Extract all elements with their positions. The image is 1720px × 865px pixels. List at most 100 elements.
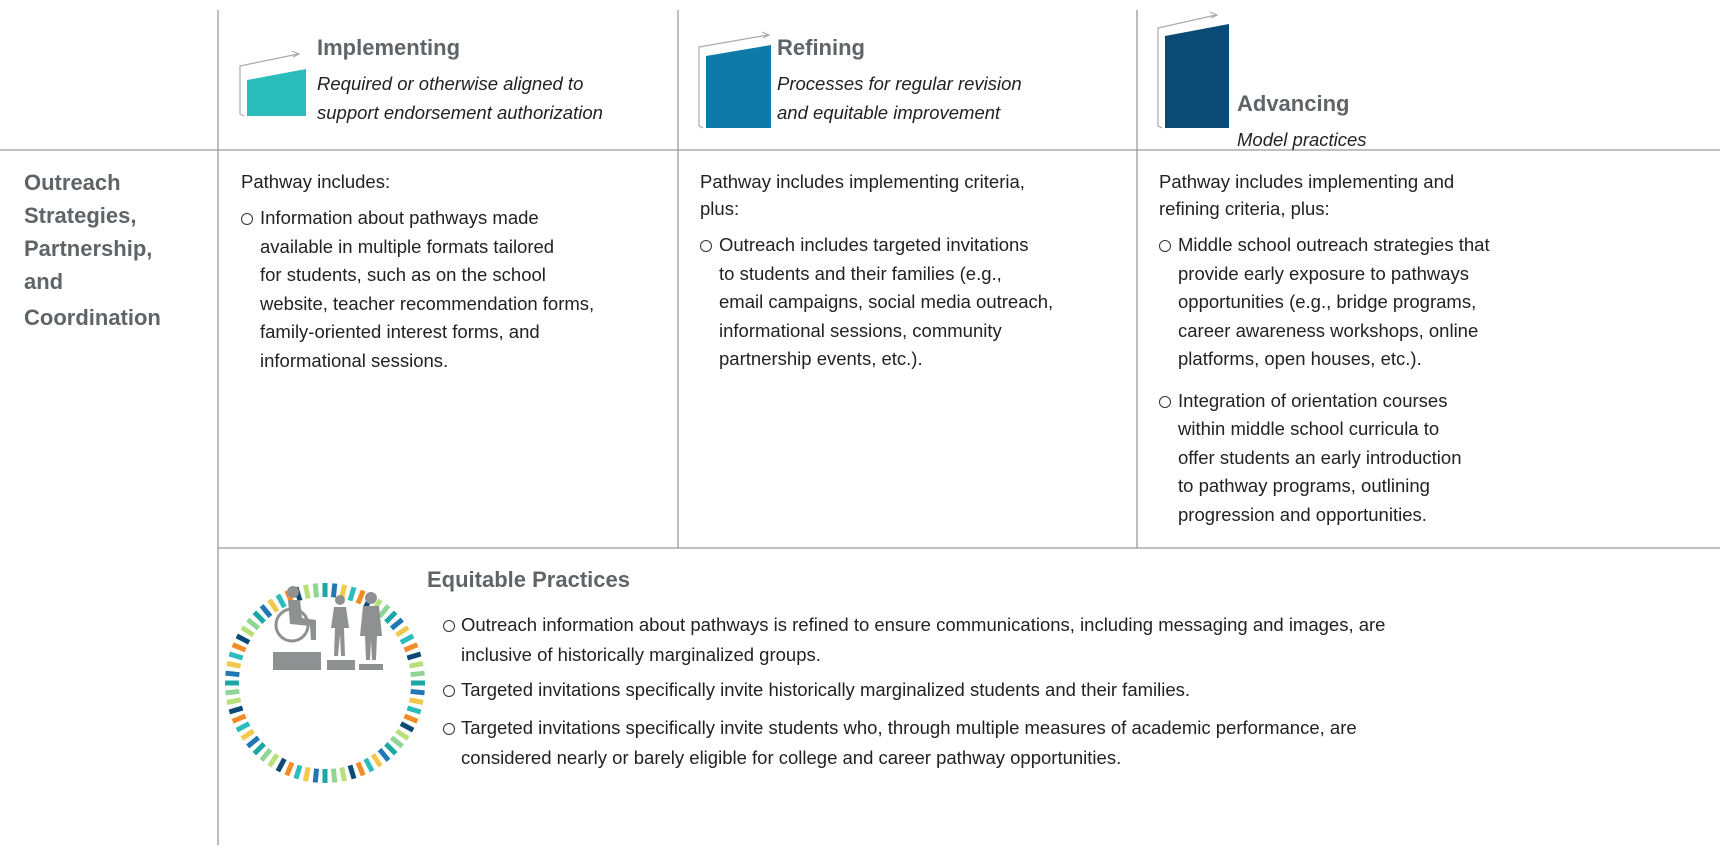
text: Targeted invitations specifically invite…: [461, 716, 1357, 738]
heading: Equitable Practices: [427, 567, 630, 592]
emblem-dash: [259, 747, 273, 762]
rules: [0, 10, 1720, 845]
emblem-dash: [389, 617, 404, 631]
emblem-dash: [228, 651, 244, 661]
text: for students, such as on the school: [260, 263, 546, 285]
emblem-dash: [355, 589, 366, 605]
emblem-dash: [410, 670, 425, 678]
platform: [327, 660, 355, 670]
emblem-dash: [312, 768, 320, 783]
text: provide early exposure to pathways: [1178, 262, 1470, 284]
subtitle: support endorsement authorization: [317, 101, 603, 123]
emblem-dash: [225, 670, 240, 678]
emblem-dash: [303, 766, 311, 782]
refining-icon: [706, 45, 771, 128]
emblem-dash: [246, 735, 261, 749]
text: partnership events, etc.).: [719, 347, 923, 369]
emblem-dash: [406, 651, 422, 661]
text: considered nearly or barely eligible for…: [461, 746, 1122, 768]
emblem-dash: [267, 598, 280, 613]
text: to pathway programs, outlining: [1178, 474, 1430, 496]
emblem-dash: [377, 747, 391, 762]
text: to students and their families (e.g.,: [719, 262, 1002, 284]
icon-outline: [239, 50, 301, 117]
text: Information about pathways made: [260, 206, 539, 228]
emblem-dash: [406, 705, 422, 715]
emblem-dash: [240, 728, 255, 741]
emblem-dash: [399, 633, 415, 645]
advancing-icon: [1165, 24, 1229, 128]
text: career awareness workshops, online: [1178, 319, 1479, 341]
bullet: [1159, 240, 1171, 252]
bullet: [443, 723, 455, 735]
emblem-dash: [403, 713, 419, 724]
text: progression and opportunities.: [1178, 503, 1427, 525]
emblem-dash: [235, 633, 251, 645]
text: email campaigns, social media outreach,: [719, 290, 1054, 312]
figures: [273, 586, 383, 670]
emblem-dash: [384, 742, 398, 756]
emblem-dash: [252, 610, 266, 624]
head: [365, 592, 377, 604]
emblem-dash: [226, 697, 242, 705]
text: Integration of orientation courses: [1178, 389, 1448, 411]
emblem-dash: [395, 625, 410, 638]
subtitle: Model practices: [1237, 128, 1367, 150]
heading: Coordination: [24, 305, 161, 330]
text: opportunities (e.g., bridge programs,: [1178, 290, 1477, 312]
emblem-dash: [246, 617, 261, 631]
subtitle: Processes for regular revision: [777, 72, 1022, 94]
emblem-dash: [408, 661, 424, 669]
head: [335, 595, 345, 605]
emblem-dash: [293, 764, 303, 780]
icon-outline: [1157, 11, 1219, 129]
emblem-dash: [330, 583, 338, 598]
emblem-dash: [235, 721, 251, 733]
emblem-dash: [275, 593, 287, 609]
emblem-dash: [312, 583, 320, 598]
text: refining criteria, plus:: [1159, 197, 1330, 219]
head: [287, 586, 299, 598]
text: informational sessions, community: [719, 319, 1002, 341]
emblem-dash: [231, 713, 247, 724]
emblem-dash: [303, 584, 311, 600]
body: [331, 607, 349, 656]
emblem-dash: [228, 705, 244, 715]
bullet: [443, 620, 455, 632]
emblem-dash: [384, 610, 398, 624]
implementing-icon: [247, 69, 306, 116]
emblem-dash: [410, 688, 425, 696]
text: plus:: [700, 197, 740, 219]
text: Pathway includes:: [241, 170, 391, 192]
bullet: [241, 213, 253, 225]
bullet: [443, 685, 455, 697]
heading: and: [24, 269, 64, 294]
platform: [273, 652, 321, 670]
text: Pathway includes implementing and: [1159, 170, 1455, 192]
text: Targeted invitations specifically invite…: [461, 678, 1191, 700]
emblem-dash: [267, 753, 280, 768]
text: Middle school outreach strategies that: [1178, 233, 1490, 255]
text: Outreach information about pathways is r…: [461, 613, 1386, 635]
platform: [359, 664, 383, 670]
icon-outline: [698, 31, 771, 129]
emblem-bg: [239, 597, 411, 769]
subtitle: and equitable improvement: [777, 101, 1001, 123]
emblem-dash: [377, 604, 391, 619]
emblem-dash: [347, 586, 357, 602]
emblem-dash: [275, 757, 287, 773]
text: available in multiple formats tailored: [260, 235, 555, 257]
text: offer students an early introduction: [1178, 446, 1462, 468]
body: [288, 600, 316, 640]
emblem-dash: [225, 688, 240, 696]
emblem-dash: [395, 728, 410, 741]
emblem-dash: [231, 642, 247, 653]
emblem: [225, 583, 425, 783]
emblem-dash: [252, 742, 266, 756]
emblem-dash: [408, 697, 424, 705]
emblem-dash: [399, 721, 415, 733]
icon-outlines: [239, 11, 1219, 129]
emblem-dash: [339, 766, 347, 782]
text: informational sessions.: [260, 349, 449, 371]
